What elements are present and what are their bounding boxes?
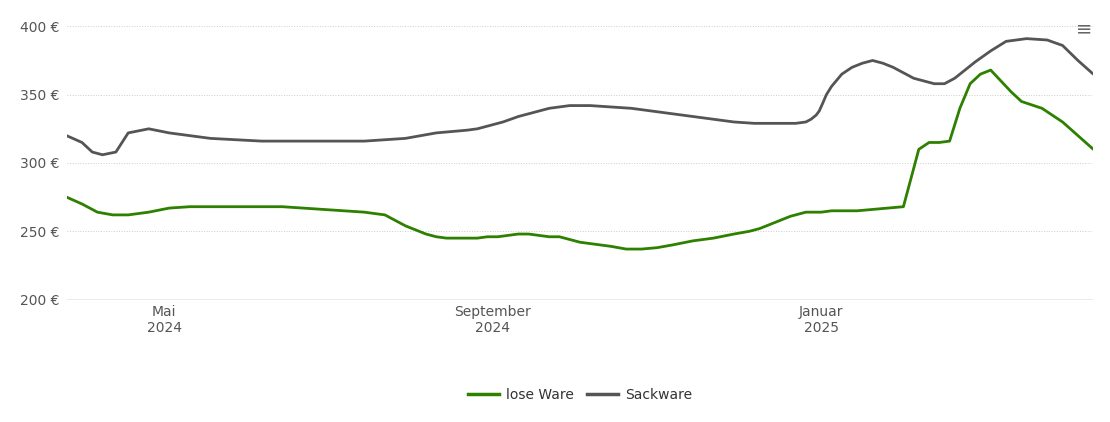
Legend: lose Ware, Sackware: lose Ware, Sackware [463,382,697,408]
Text: ≡: ≡ [1076,19,1092,38]
